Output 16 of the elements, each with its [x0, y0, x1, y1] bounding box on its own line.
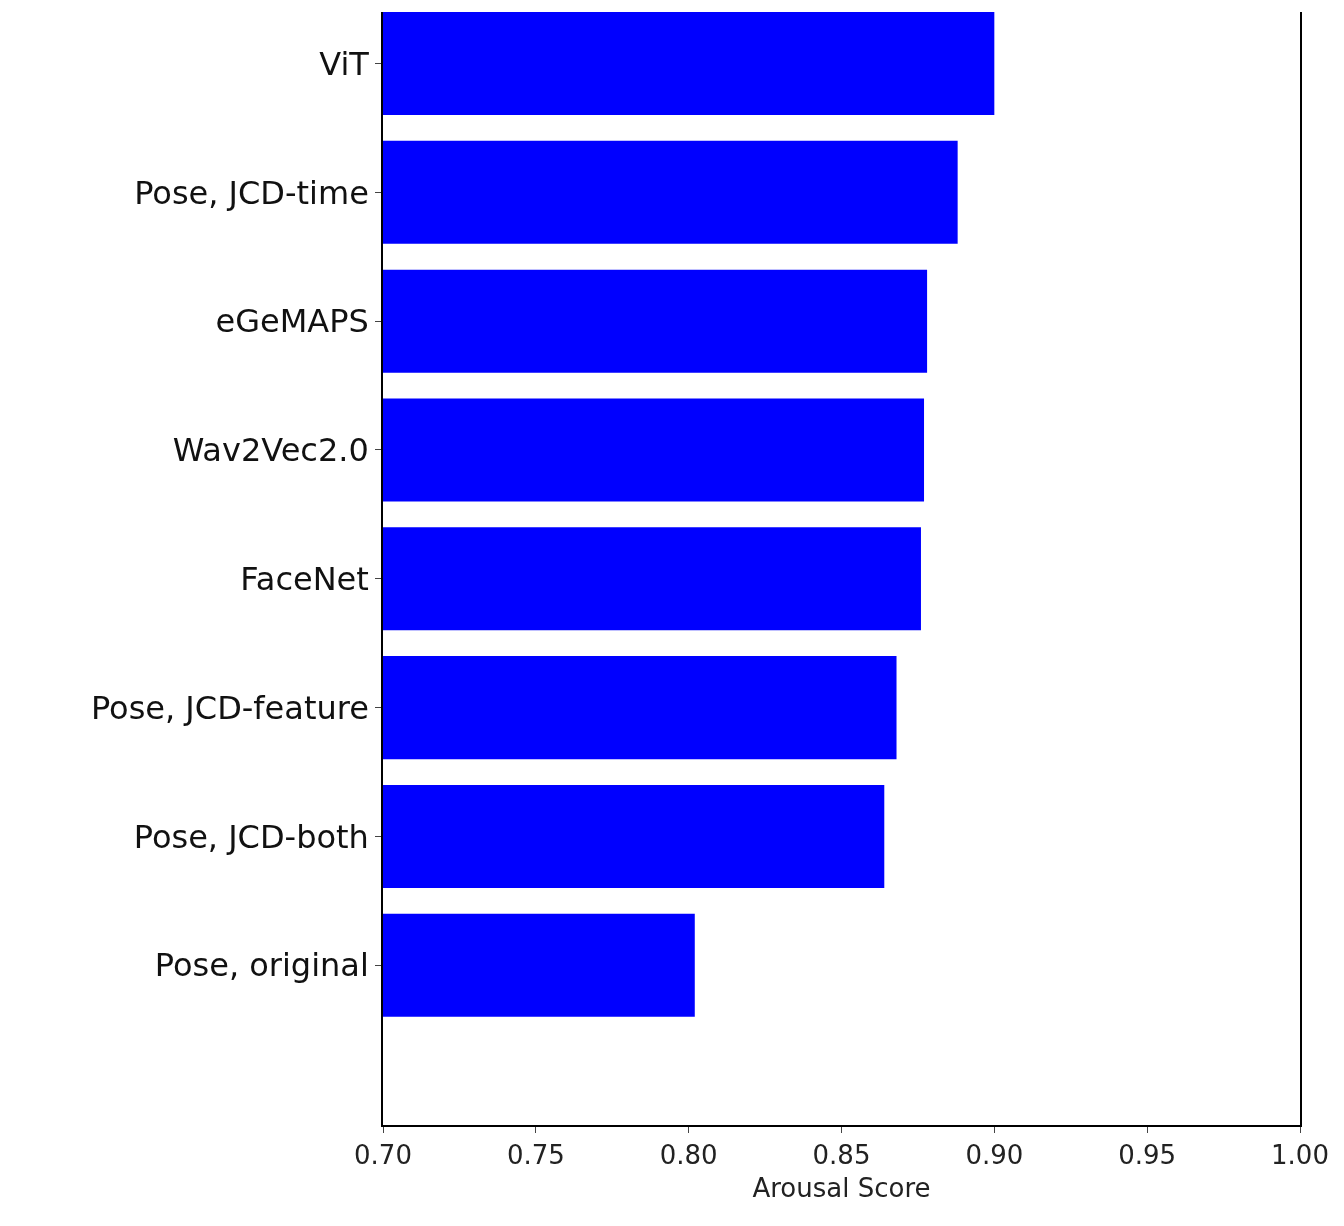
x-tick-label: 0.80 — [659, 1139, 718, 1170]
y-tick-label: Pose, JCD-both — [133, 817, 369, 856]
y-tick-label: Pose, original — [154, 946, 369, 985]
x-tick-label: 0.70 — [354, 1139, 412, 1170]
x-tick-label: 1.00 — [1271, 1139, 1329, 1170]
y-tick-label: eGeMAPS — [215, 302, 369, 341]
x-axis-title: Arousal Score — [752, 1173, 931, 1204]
y-tick-label: ViT — [319, 44, 370, 83]
x-tick-label: 0.95 — [1118, 1139, 1177, 1170]
y-tick-label: Pose, JCD-feature — [90, 688, 369, 727]
x-tick-label: 0.85 — [812, 1139, 871, 1170]
y-tick-label: Wav2Vec2.0 — [172, 431, 369, 470]
y-tick-label: Pose, JCD-time — [134, 173, 369, 212]
x-tick-label: 0.75 — [506, 1139, 565, 1170]
x-tick-label: 0.90 — [965, 1139, 1024, 1170]
y-tick-label: FaceNet — [240, 560, 369, 599]
